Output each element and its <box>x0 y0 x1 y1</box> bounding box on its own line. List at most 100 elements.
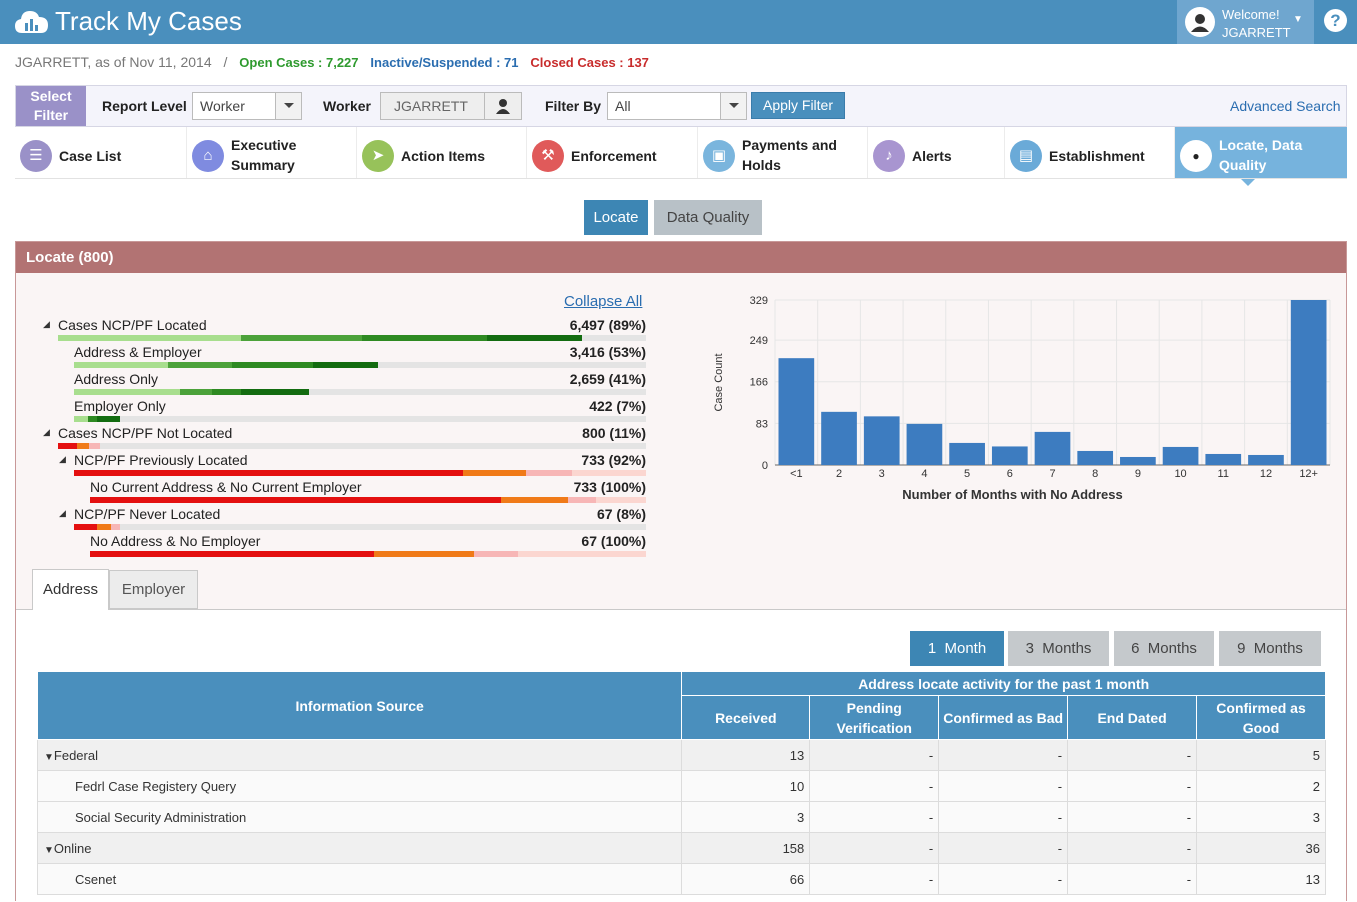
bar-6[interactable] <box>991 446 1028 465</box>
col-header[interactable]: Confirmed as Bad <box>938 695 1069 740</box>
month-button-2[interactable]: 6 Months <box>1114 631 1214 666</box>
bar-<1[interactable] <box>778 358 815 465</box>
bar-segment <box>74 524 98 530</box>
tree-row-bar <box>90 551 646 557</box>
table-row[interactable]: Fedrl Case Registery Query 10- - -2 <box>36 770 1326 802</box>
bar-11[interactable] <box>1205 453 1242 465</box>
table-group-row[interactable]: ▼Federal 13- - -5 <box>36 739 1326 771</box>
worker-input[interactable]: JGARRETT <box>380 92 485 120</box>
nav-tab-1[interactable]: ⌂ Executive Summary <box>187 127 357 178</box>
briefcase-icon: ▤ <box>1010 140 1042 172</box>
x-tick-label: 4 <box>921 468 927 480</box>
tree-row[interactable]: ◢ Cases NCP/PF Not Located 800 (11%) <box>16 423 656 450</box>
tab-address[interactable]: Address <box>32 569 109 610</box>
tree-row[interactable]: No Current Address & No Current Employer… <box>16 477 656 504</box>
col-header[interactable]: End Dated <box>1067 695 1198 740</box>
bar-10[interactable] <box>1162 446 1199 465</box>
bar-5[interactable] <box>949 442 985 465</box>
bar-12[interactable] <box>1248 454 1284 465</box>
bar-8[interactable] <box>1077 450 1114 465</box>
bar-segment <box>487 335 582 341</box>
tree-row[interactable]: Employer Only 422 (7%) <box>16 396 656 423</box>
cloud-chart-logo-icon <box>15 11 48 33</box>
bar-segment <box>473 551 519 557</box>
table-group-row[interactable]: ▼Online 158- - -36 <box>36 832 1326 864</box>
tree-row-bar <box>74 524 646 530</box>
month-button-0[interactable]: 1 Month <box>910 631 1004 666</box>
x-tick-label: 7 <box>1049 468 1055 480</box>
data-quality-toggle-button[interactable]: Data Quality <box>654 200 762 235</box>
col-information-source[interactable]: Information Source <box>36 671 683 740</box>
report-level-select[interactable]: Worker <box>192 92 302 120</box>
open-cases-count[interactable]: Open Cases : 7,227 <box>239 55 359 70</box>
advanced-search-link[interactable]: Advanced Search <box>1230 98 1341 114</box>
help-icon[interactable]: ? <box>1324 9 1347 32</box>
table-row[interactable]: Csenet 66- - -13 <box>36 863 1326 895</box>
collapse-triangle-icon[interactable]: ◢ <box>43 427 50 437</box>
table-cell: - <box>1067 739 1198 771</box>
nav-tab-label: Case List <box>59 148 122 164</box>
nav-tab-2[interactable]: ➤ Action Items <box>357 127 527 178</box>
collapse-triangle-icon[interactable]: ◢ <box>59 454 66 464</box>
nav-tab-5[interactable]: ♪ Alerts <box>868 127 1005 178</box>
status-context: JGARRETT, as of Nov 11, 2014 <box>15 54 212 70</box>
app-header: Track My Cases Welcome! JGARRETT ▼ ? <box>0 0 1357 44</box>
tree-row[interactable]: No Address & No Employer 67 (100%) <box>16 531 656 558</box>
source-name: Fedrl Case Registery Query <box>75 778 237 794</box>
select-filter-button[interactable]: Select Filter <box>16 86 86 126</box>
bar-7[interactable] <box>1034 431 1071 465</box>
table-cell: - <box>809 801 940 833</box>
table-cell: 36 <box>1196 832 1326 864</box>
source-name: Federal <box>53 747 98 763</box>
source-name: Online <box>53 840 92 856</box>
nav-tab-6[interactable]: ▤ Establishment <box>1005 127 1175 178</box>
collapse-all-link[interactable]: Collapse All <box>564 293 643 310</box>
y-tick-label: 83 <box>756 418 768 430</box>
filter-by-label: Filter By <box>545 98 602 114</box>
tab-employer[interactable]: Employer <box>109 570 198 609</box>
table-cell: - <box>1067 832 1198 864</box>
source-cell: ▼Online <box>36 832 683 864</box>
col-header[interactable]: Received <box>681 695 811 740</box>
user-icon <box>496 99 510 114</box>
col-header[interactable]: Confirmed as Good <box>1196 695 1326 740</box>
tree-row[interactable]: Address & Employer 3,416 (53%) <box>16 342 656 369</box>
worker-label: Worker <box>323 98 371 114</box>
filter-bar: Select Filter Report Level Worker Worker… <box>15 85 1347 127</box>
expand-triangle-icon[interactable]: ▼ <box>44 844 54 856</box>
nav-tab-4[interactable]: ▣ Payments and Holds <box>698 127 868 178</box>
closed-cases-count[interactable]: Closed Cases : 137 <box>530 55 649 70</box>
bar-9[interactable] <box>1120 456 1156 465</box>
filter-by-select[interactable]: All <box>607 92 747 120</box>
locate-toggle-button[interactable]: Locate <box>584 200 648 235</box>
bar-12+[interactable] <box>1290 300 1327 465</box>
tree-row[interactable]: ◢ NCP/PF Previously Located 733 (92%) <box>16 450 656 477</box>
nav-tab-0[interactable]: ☰ Case List <box>15 127 187 178</box>
worker-lookup-button[interactable] <box>484 92 522 120</box>
nav-tab-7[interactable]: ● Locate, Data Quality <box>1175 127 1347 178</box>
month-button-3[interactable]: 9 Months <box>1219 631 1321 666</box>
table-row[interactable]: Social Security Administration 3- - -3 <box>36 801 1326 833</box>
expand-triangle-icon[interactable]: ▼ <box>44 751 54 763</box>
tree-row[interactable]: Address Only 2,659 (41%) <box>16 369 656 396</box>
bar-2[interactable] <box>821 411 857 465</box>
tree-row-bar <box>90 497 646 503</box>
bar-4[interactable] <box>906 423 943 465</box>
collapse-triangle-icon[interactable]: ◢ <box>43 319 50 329</box>
inactive-cases-count[interactable]: Inactive/Suspended : 71 <box>370 55 519 70</box>
collapse-triangle-icon[interactable]: ◢ <box>59 508 66 518</box>
bar-3[interactable] <box>863 416 900 465</box>
tree-row[interactable]: ◢ NCP/PF Never Located 67 (8%) <box>16 504 656 531</box>
bar-segment <box>74 470 464 476</box>
table-cell: - <box>938 739 1069 771</box>
user-menu[interactable]: Welcome! JGARRETT ▼ <box>1177 0 1314 44</box>
bar-segment <box>361 335 488 341</box>
month-button-1[interactable]: 3 Months <box>1008 631 1109 666</box>
tree-row-label: Address & Employer <box>74 344 202 360</box>
col-header[interactable]: Pending Verification <box>809 695 940 740</box>
tree-row-bar <box>58 335 646 341</box>
apply-filter-button[interactable]: Apply Filter <box>751 92 845 119</box>
y-tick-label: 249 <box>750 335 768 347</box>
tree-row[interactable]: ◢ Cases NCP/PF Located 6,497 (89%) <box>16 315 656 342</box>
nav-tab-3[interactable]: ⚒ Enforcement <box>527 127 698 178</box>
